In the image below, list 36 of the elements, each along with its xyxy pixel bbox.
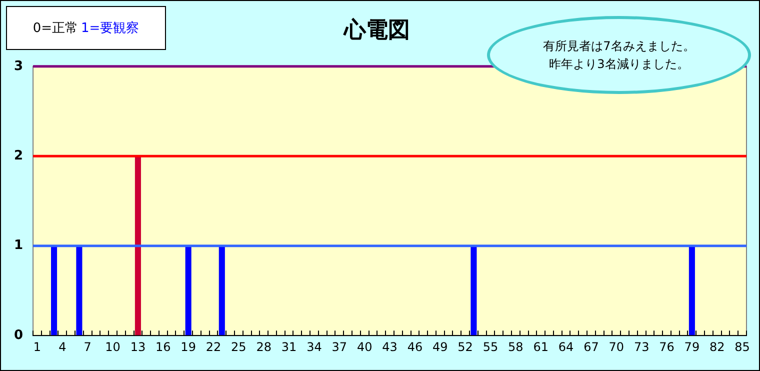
x-tick-label: 82 — [709, 340, 725, 354]
annotation: 昨年より3名減りました。 — [549, 56, 689, 73]
x-tick-label: 70 — [608, 340, 624, 354]
chart-title: 心電図 — [343, 16, 410, 43]
x-tick-label: 34 — [306, 340, 322, 354]
x-tick-label: 76 — [659, 340, 674, 354]
x-tick-label: 73 — [634, 340, 650, 354]
x-tick-label: 22 — [206, 340, 222, 354]
x-tick-label: 55 — [482, 340, 498, 354]
y-tick-label: 0 — [14, 328, 24, 343]
x-tick-label: 58 — [508, 340, 524, 354]
x-tick-label: 1 — [33, 340, 42, 354]
x-tick-label: 19 — [180, 340, 196, 354]
x-tick-label: 16 — [156, 340, 171, 354]
x-tick-label: 10 — [105, 340, 120, 354]
legend-box: 0=正常 1=要観察 — [6, 6, 166, 50]
x-tick-label: 31 — [281, 340, 297, 354]
y-tick-label: 3 — [14, 58, 24, 74]
y-tick-label: 2 — [14, 148, 24, 164]
x-tick-label: 7 — [84, 340, 92, 354]
x-tick-label: 40 — [356, 340, 372, 354]
x-tick-label: 46 — [407, 340, 423, 354]
x-tick-label: 79 — [684, 340, 700, 354]
x-tick-label: 64 — [558, 340, 574, 354]
x-tick-label: 4 — [58, 340, 66, 354]
y-tick-label: 1 — [14, 238, 24, 254]
x-tick-label: 85 — [734, 340, 750, 354]
x-tick-label: 43 — [382, 340, 398, 354]
x-tick-label: 52 — [458, 340, 473, 354]
x-tick-label: 28 — [256, 340, 272, 354]
x-tick-label: 13 — [130, 340, 146, 354]
x-tick-label: 61 — [533, 340, 548, 354]
x-tick-label: 37 — [332, 340, 348, 354]
x-tick-label: 25 — [231, 340, 246, 354]
x-tick-label: 49 — [432, 340, 448, 354]
x-tick-label: 67 — [584, 340, 599, 354]
